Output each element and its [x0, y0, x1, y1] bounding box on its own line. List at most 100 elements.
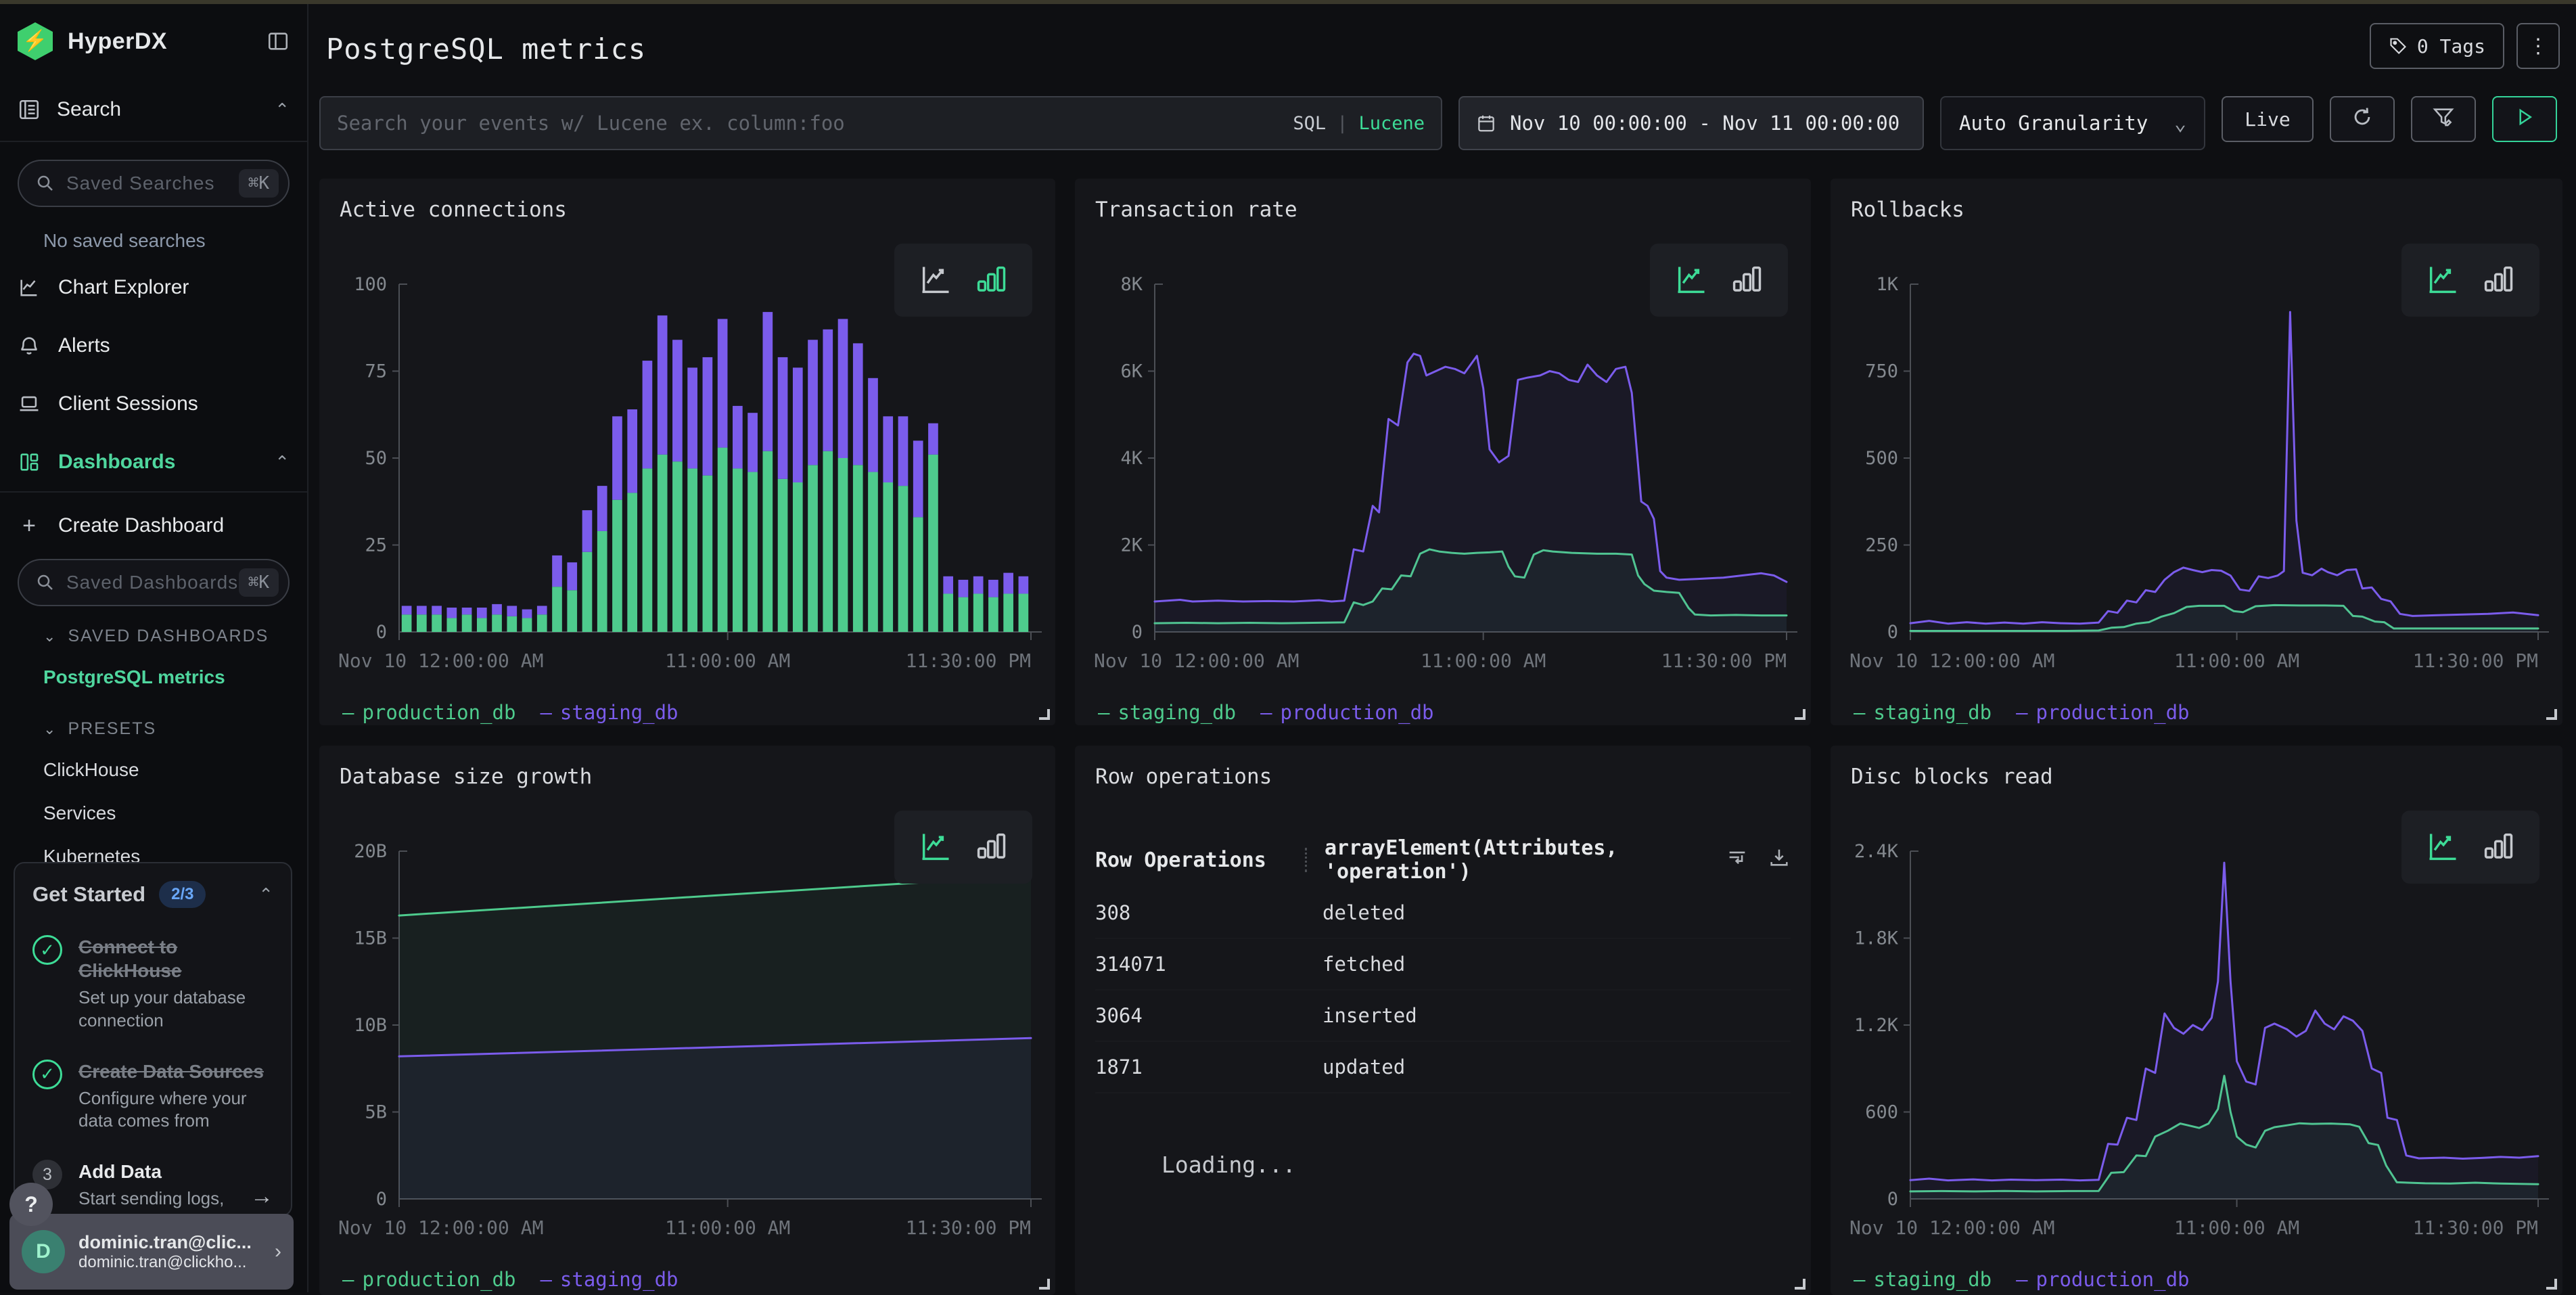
- resize-handle[interactable]: [2546, 1279, 2557, 1290]
- run-query-button[interactable]: [2492, 96, 2557, 142]
- legend-item[interactable]: —staging_db: [1854, 1268, 1992, 1291]
- legend-item[interactable]: —production_db: [342, 701, 515, 724]
- line-chart-toggle-icon[interactable]: [918, 263, 953, 298]
- sidebar-item-chart-explorer[interactable]: Chart Explorer: [0, 258, 307, 317]
- saved-dashboards-field[interactable]: [66, 572, 239, 593]
- legend-label: production_db: [1281, 701, 1434, 724]
- bar-chart-toggle-icon[interactable]: [973, 263, 1009, 298]
- line-chart-toggle-icon[interactable]: [2425, 830, 2460, 865]
- lucene-language-option[interactable]: Lucene: [1358, 113, 1425, 134]
- sidebar-item-alerts[interactable]: Alerts: [0, 317, 307, 375]
- table-row[interactable]: 3064 inserted: [1095, 991, 1791, 1042]
- kebab-menu-button[interactable]: ⋮: [2516, 23, 2560, 69]
- svg-text:11:00:00 AM: 11:00:00 AM: [2174, 1217, 2299, 1239]
- shortcut-badge: ⌘K: [239, 169, 279, 198]
- legend-item[interactable]: —production_db: [2016, 701, 2189, 724]
- line-chart-toggle-icon[interactable]: [918, 830, 953, 865]
- presets-group[interactable]: ⌄ PRESETS: [0, 699, 307, 748]
- avatar: D: [22, 1230, 65, 1273]
- svg-text:2K: 2K: [1120, 535, 1143, 556]
- event-search-bar[interactable]: SQL | Lucene: [319, 96, 1442, 150]
- bar-chart-toggle-icon[interactable]: [2481, 263, 2516, 298]
- column-header[interactable]: Row Operations: [1095, 848, 1305, 872]
- line-chart-toggle-icon[interactable]: [1674, 263, 1709, 298]
- legend-item[interactable]: —production_db: [1260, 701, 1433, 724]
- svg-text:8K: 8K: [1120, 274, 1143, 295]
- saved-searches-field[interactable]: [66, 173, 239, 194]
- chevron-down-icon: ⌄: [2174, 112, 2186, 135]
- group-label: SAVED DASHBOARDS: [68, 627, 269, 646]
- bar-chart-toggle-icon[interactable]: [2481, 830, 2516, 865]
- table-row[interactable]: 1871 updated: [1095, 1042, 1791, 1093]
- step-desc: Configure where your data comes from: [78, 1087, 273, 1133]
- search-icon: [35, 173, 55, 194]
- legend-item[interactable]: —staging_db: [540, 701, 678, 724]
- live-button[interactable]: Live: [2222, 96, 2314, 142]
- chart-legend: —staging_db —production_db: [1854, 1268, 2190, 1291]
- legend-item[interactable]: —staging_db: [1854, 701, 1992, 724]
- svg-text:6K: 6K: [1120, 361, 1143, 382]
- chevron-up-icon[interactable]: ⌃: [258, 884, 273, 905]
- column-resize-handle[interactable]: [1305, 848, 1307, 872]
- get-started-step[interactable]: ✓ Connect to ClickHouse Set up your data…: [32, 935, 273, 1032]
- transaction-rate-chart[interactable]: 8K6K4K2K0Nov 10 12:00:00 AM11:00:00 AM11…: [1092, 273, 1797, 693]
- download-icon[interactable]: [1768, 846, 1791, 874]
- legend-item[interactable]: —staging_db: [540, 1268, 678, 1291]
- saved-searches-input[interactable]: ⌘K: [18, 160, 290, 207]
- column-header[interactable]: arrayElement(Attributes, 'operation'): [1325, 836, 1726, 884]
- chart-type-toggle[interactable]: [2401, 244, 2539, 317]
- resize-handle[interactable]: [1039, 709, 1050, 720]
- list-restart-icon[interactable]: [1726, 846, 1749, 874]
- rollbacks-chart[interactable]: 1K7505002500Nov 10 12:00:00 AM11:00:00 A…: [1848, 273, 2549, 693]
- cell-operation: deleted: [1322, 901, 1791, 924]
- bar-chart-toggle-icon[interactable]: [1729, 263, 1764, 298]
- saved-dashboards-group[interactable]: ⌄ SAVED DASHBOARDS: [0, 606, 307, 656]
- chart-type-toggle[interactable]: [894, 244, 1032, 317]
- filter-button[interactable]: [2411, 96, 2476, 142]
- disc-blocks-read-chart[interactable]: 2.4K1.8K1.2K6000Nov 10 12:00:00 AM11:00:…: [1848, 840, 2549, 1260]
- chart-type-toggle[interactable]: [1650, 244, 1788, 317]
- sidebar-item-postgresql-metrics[interactable]: PostgreSQL metrics: [0, 656, 307, 699]
- plus-icon: +: [18, 513, 41, 539]
- database-size-growth-chart[interactable]: 20B15B10B5B0Nov 10 12:00:00 AM11:00:00 A…: [337, 840, 1042, 1260]
- refresh-button[interactable]: [2330, 96, 2395, 142]
- create-dashboard-button[interactable]: + Create Dashboard: [0, 499, 307, 552]
- tags-button[interactable]: 0 Tags: [2370, 23, 2504, 69]
- svg-text:Nov 10 12:00:00 AM: Nov 10 12:00:00 AM: [338, 650, 543, 672]
- table-row[interactable]: 308 deleted: [1095, 888, 1791, 939]
- get-started-step[interactable]: ✓ Create Data Sources Configure where yo…: [32, 1060, 273, 1133]
- bar-chart-toggle-icon[interactable]: [973, 830, 1009, 865]
- chart-type-toggle[interactable]: [2401, 811, 2539, 884]
- table-row[interactable]: 314071 fetched: [1095, 939, 1791, 991]
- legend-item[interactable]: —production_db: [2016, 1268, 2189, 1291]
- sidebar-item-services[interactable]: Services: [0, 792, 307, 835]
- sidebar-item-search[interactable]: Search ⌃: [0, 78, 307, 141]
- shortcut-badge: ⌘K: [239, 568, 279, 597]
- user-profile-chip[interactable]: D dominic.tran@clic... dominic.tran@clic…: [9, 1214, 294, 1290]
- svg-text:0: 0: [1887, 1189, 1898, 1210]
- legend-item[interactable]: —production_db: [342, 1268, 515, 1291]
- resize-handle[interactable]: [1795, 709, 1806, 720]
- resize-handle[interactable]: [1039, 1279, 1050, 1290]
- line-chart-toggle-icon[interactable]: [2425, 263, 2460, 298]
- resize-handle[interactable]: [1795, 1279, 1806, 1290]
- chart-type-toggle[interactable]: [894, 811, 1032, 884]
- svg-text:10B: 10B: [354, 1015, 387, 1036]
- sidebar-item-label: Client Sessions: [58, 392, 290, 415]
- sidebar-item-client-sessions[interactable]: Client Sessions: [0, 375, 307, 433]
- legend-dash-icon: —: [1854, 701, 1865, 724]
- saved-dashboards-input[interactable]: ⌘K: [18, 559, 290, 606]
- help-button[interactable]: ?: [9, 1183, 53, 1226]
- sidebar-item-clickhouse[interactable]: ClickHouse: [0, 748, 307, 792]
- sql-language-option[interactable]: SQL: [1293, 113, 1326, 134]
- collapse-sidebar-icon[interactable]: [267, 30, 290, 53]
- date-range-picker[interactable]: Nov 10 00:00:00 - Nov 11 00:00:00: [1458, 96, 1924, 150]
- get-started-step[interactable]: 3 Add Data Start sending logs, metrics, …: [32, 1160, 273, 1217]
- event-search-input[interactable]: [337, 112, 1293, 135]
- active-connections-chart[interactable]: 1007550250Nov 10 12:00:00 AM11:00:00 AM1…: [337, 273, 1042, 693]
- legend-item[interactable]: —staging_db: [1098, 701, 1236, 724]
- chart-title: Active connections: [340, 198, 567, 222]
- resize-handle[interactable]: [2546, 709, 2557, 720]
- granularity-select[interactable]: Auto Granularity ⌄: [1940, 96, 2205, 150]
- sidebar-item-dashboards[interactable]: Dashboards ⌃: [0, 433, 307, 491]
